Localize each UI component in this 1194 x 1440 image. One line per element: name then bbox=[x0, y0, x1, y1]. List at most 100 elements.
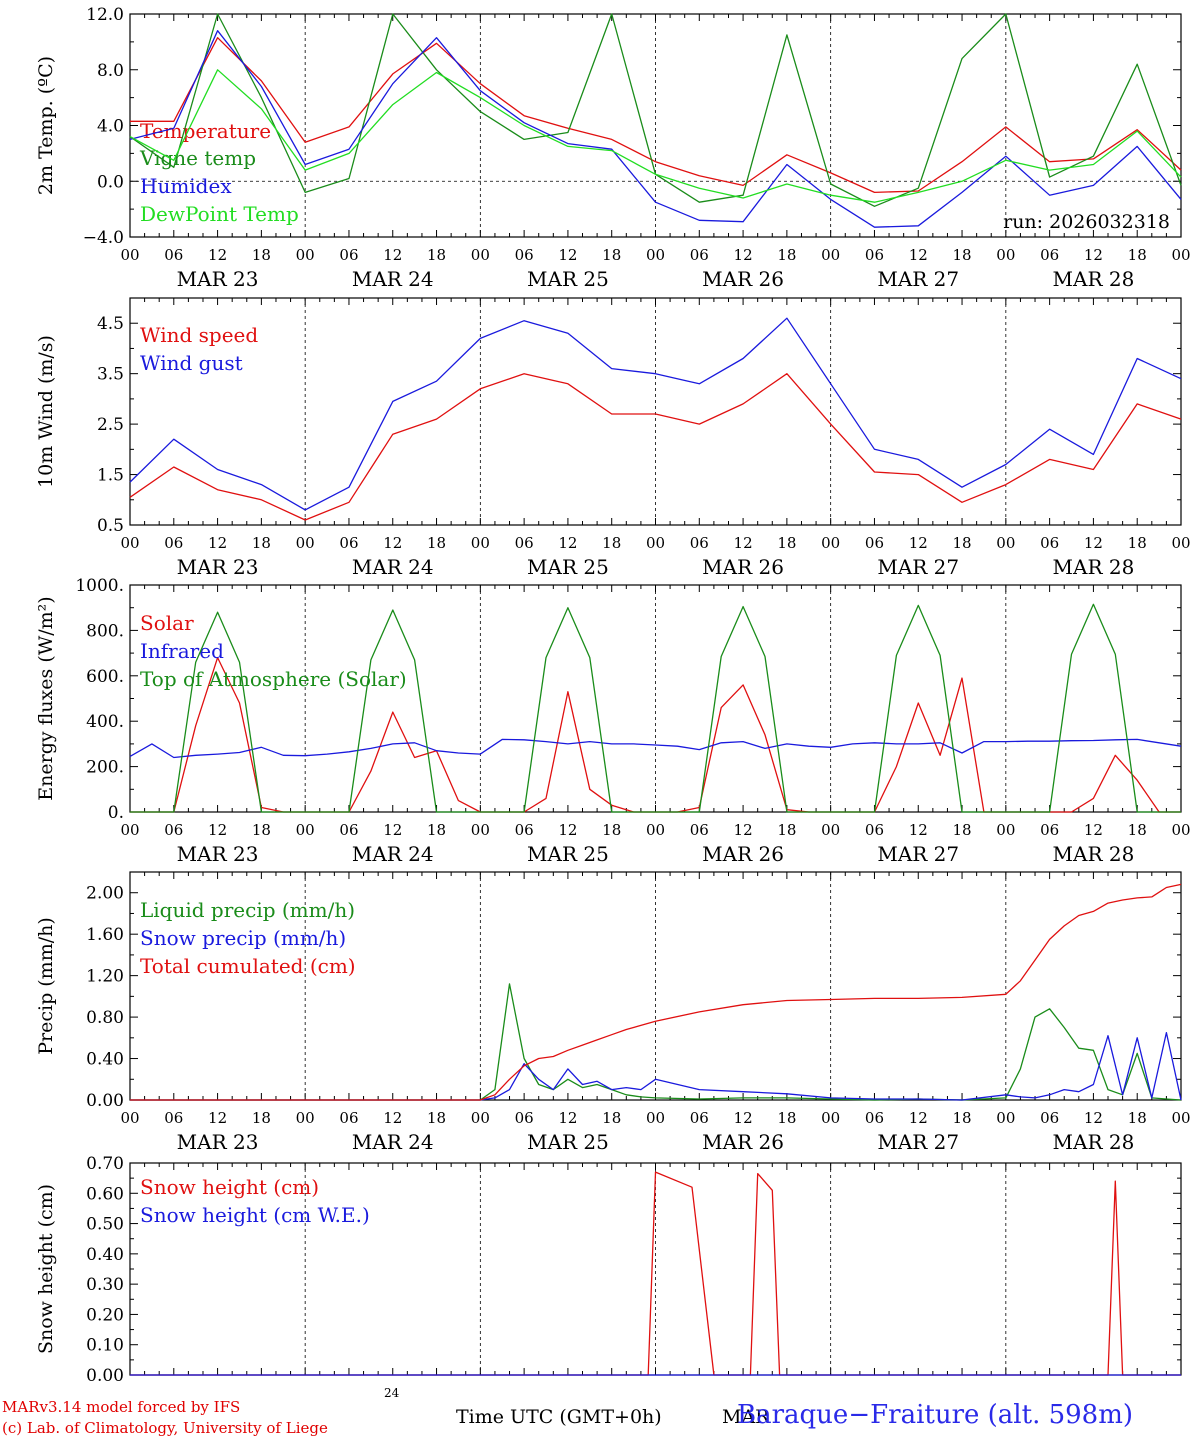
x-hour-label: 18 bbox=[777, 821, 796, 839]
x-hour-label: 00 bbox=[821, 1109, 840, 1127]
x-hour-label: 00 bbox=[1171, 1109, 1190, 1127]
x-hour-label: 18 bbox=[602, 534, 621, 552]
series-line-snow-height-cm- bbox=[130, 1171, 1181, 1376]
x-hour-label: 00 bbox=[646, 534, 665, 552]
legend-entry: Snow height (cm W.E.) bbox=[140, 1203, 370, 1227]
y-tick-label: 0.70 bbox=[86, 1154, 124, 1174]
x-hour-label: 06 bbox=[164, 1109, 183, 1127]
y-tick-label: 8.0 bbox=[97, 61, 124, 81]
x-hour-label: 06 bbox=[164, 246, 183, 264]
x-hour-label: 06 bbox=[515, 821, 534, 839]
x-hour-label: 12 bbox=[1084, 1109, 1103, 1127]
x-day-label: MAR 24 bbox=[352, 842, 434, 866]
x-day-label: MAR 26 bbox=[702, 555, 784, 579]
x-hour-label: 00 bbox=[471, 821, 490, 839]
x-hour-label: 00 bbox=[471, 246, 490, 264]
x-hour-label: 18 bbox=[952, 821, 971, 839]
run-label: run: 2026032318 bbox=[1003, 211, 1170, 233]
y-tick-label: 0. bbox=[108, 803, 124, 823]
x-day-label: MAR 27 bbox=[877, 267, 959, 291]
legend-entry: Solar bbox=[140, 611, 194, 635]
x-hour-label: 12 bbox=[734, 821, 753, 839]
x-hour-label: 00 bbox=[471, 534, 490, 552]
y-tick-label: 2.5 bbox=[97, 415, 124, 435]
y-tick-label: 0.80 bbox=[86, 1008, 124, 1028]
x-hour-label: 18 bbox=[252, 246, 271, 264]
series-line-snow-precip-mm-h- bbox=[130, 1031, 1182, 1101]
y-tick-label: 0.20 bbox=[86, 1305, 124, 1325]
x-hour-label: 06 bbox=[690, 534, 709, 552]
x-hour-label: 06 bbox=[865, 246, 884, 264]
y-tick-label: 0.5 bbox=[97, 516, 124, 536]
x-hour-label: 06 bbox=[690, 246, 709, 264]
x-day-label: MAR 24 bbox=[352, 1130, 434, 1154]
x-hour-label: 06 bbox=[339, 1109, 358, 1127]
y-axis-label: 2m Temp. (ºC) bbox=[35, 56, 57, 195]
x-hour-label: 18 bbox=[252, 534, 271, 552]
x-hour-label: 06 bbox=[1040, 821, 1059, 839]
x-hour-label: 00 bbox=[821, 246, 840, 264]
x-hour-label: 12 bbox=[208, 534, 227, 552]
x-hour-label: 00 bbox=[996, 246, 1015, 264]
x-hour-label: 00 bbox=[120, 821, 139, 839]
x-hour-label: 12 bbox=[208, 1109, 227, 1127]
x-hour-label: 18 bbox=[777, 1109, 796, 1127]
x-hour-label: 00 bbox=[996, 821, 1015, 839]
x-day-label: MAR 26 bbox=[702, 842, 784, 866]
x-hour-label: 00 bbox=[120, 534, 139, 552]
x-hour-label: 06 bbox=[865, 534, 884, 552]
x-hour-label: 12 bbox=[383, 821, 402, 839]
legend-entry: Liquid precip (mm/h) bbox=[140, 898, 355, 922]
x-hour-label: 18 bbox=[777, 246, 796, 264]
credit-line-1: MARv3.14 model forced by IFS bbox=[2, 1398, 241, 1416]
x-hour-label: 06 bbox=[1040, 534, 1059, 552]
x-day-label: MAR 27 bbox=[877, 555, 959, 579]
x-hour-label: 06 bbox=[339, 821, 358, 839]
series-line-total-cumulated-cm- bbox=[130, 883, 1182, 1101]
x-hour-label: 12 bbox=[208, 246, 227, 264]
x-hour-label: 12 bbox=[558, 821, 577, 839]
x-hour-label: 06 bbox=[690, 1109, 709, 1127]
x-hour-label: 12 bbox=[734, 1109, 753, 1127]
y-tick-label: 0.50 bbox=[86, 1215, 124, 1235]
x-day-label: MAR 26 bbox=[702, 267, 784, 291]
x-hour-label: 00 bbox=[821, 821, 840, 839]
y-tick-label: 0.40 bbox=[86, 1245, 124, 1265]
x-day-label: MAR 28 bbox=[1053, 1130, 1135, 1154]
x-hour-label: 12 bbox=[734, 246, 753, 264]
x-hour-label: 12 bbox=[1084, 534, 1103, 552]
x-hour-label: 12 bbox=[558, 1109, 577, 1127]
y-tick-label: 1000. bbox=[75, 576, 124, 596]
x-day-label: MAR 25 bbox=[527, 842, 609, 866]
x-hour-label: 06 bbox=[164, 821, 183, 839]
x-hour-label: 18 bbox=[1128, 534, 1147, 552]
x-hour-label: 18 bbox=[252, 821, 271, 839]
x-hour-label: 00 bbox=[1171, 534, 1190, 552]
x-hour-label: 06 bbox=[515, 246, 534, 264]
x-hour-label: 18 bbox=[1128, 821, 1147, 839]
x-hour-label: 00 bbox=[120, 246, 139, 264]
footer-small-label: 24 bbox=[384, 1386, 400, 1400]
x-hour-label: 18 bbox=[427, 1109, 446, 1127]
y-tick-label: 800. bbox=[86, 621, 124, 641]
x-day-label: MAR 28 bbox=[1053, 842, 1135, 866]
y-tick-label: 600. bbox=[86, 667, 124, 687]
x-hour-label: 12 bbox=[383, 246, 402, 264]
x-hour-label: 12 bbox=[734, 534, 753, 552]
x-hour-label: 00 bbox=[1171, 821, 1190, 839]
x-hour-label: 18 bbox=[602, 821, 621, 839]
y-tick-label: −4.0 bbox=[83, 228, 124, 248]
y-tick-label: 12.0 bbox=[86, 5, 124, 25]
credit-line-2: (c) Lab. of Climatology, University of L… bbox=[2, 1419, 328, 1437]
x-hour-label: 06 bbox=[865, 821, 884, 839]
legend-entry: Top of Atmosphere (Solar) bbox=[140, 667, 407, 691]
x-hour-label: 00 bbox=[996, 1109, 1015, 1127]
series-line-dewpoint-temp bbox=[129, 69, 1182, 203]
x-hour-label: 06 bbox=[339, 246, 358, 264]
y-axis-label: Snow height (cm) bbox=[35, 1184, 57, 1354]
y-tick-label: 1.20 bbox=[86, 967, 124, 987]
y-tick-label: 400. bbox=[86, 712, 124, 732]
x-hour-label: 06 bbox=[865, 1109, 884, 1127]
y-tick-label: 0.60 bbox=[86, 1184, 124, 1204]
y-axis-label: Energy fluxes (W/m²) bbox=[35, 596, 57, 800]
